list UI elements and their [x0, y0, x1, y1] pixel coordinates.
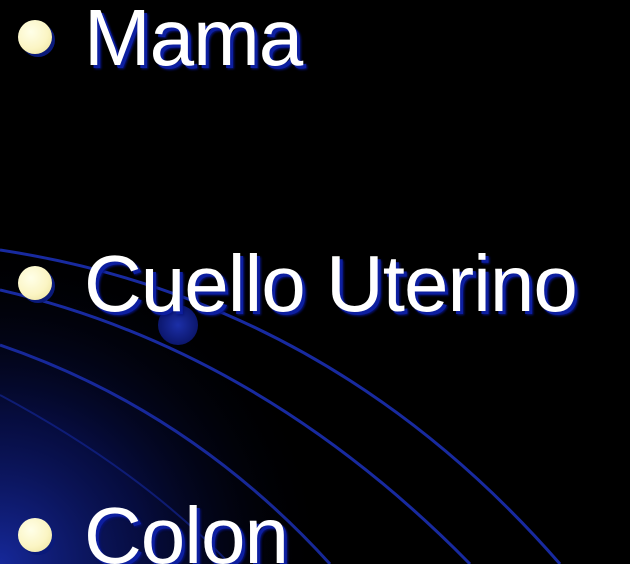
- orbit-line-outer: [0, 248, 562, 564]
- bullet-item-colon: Colon: [16, 488, 630, 564]
- orbit-planet: [158, 305, 198, 345]
- orbit-line-inner: [0, 343, 332, 564]
- bullet-item-mama: Mama: [16, 0, 630, 86]
- bullet-dot-icon: [18, 266, 52, 300]
- bullet-dot-icon: [18, 518, 52, 552]
- bullet-label: Mama: [84, 0, 303, 82]
- bullet-label: Colon: [84, 491, 289, 564]
- bullet-label: Cuello Uterino: [84, 239, 578, 328]
- bullet-dot-icon: [18, 20, 52, 54]
- orbit-line-inner-2: [0, 394, 231, 564]
- orbit-line-middle: [0, 288, 472, 564]
- bullet-item-cuello-uterino: Cuello Uterino: [16, 236, 630, 332]
- corner-glow: [0, 200, 430, 564]
